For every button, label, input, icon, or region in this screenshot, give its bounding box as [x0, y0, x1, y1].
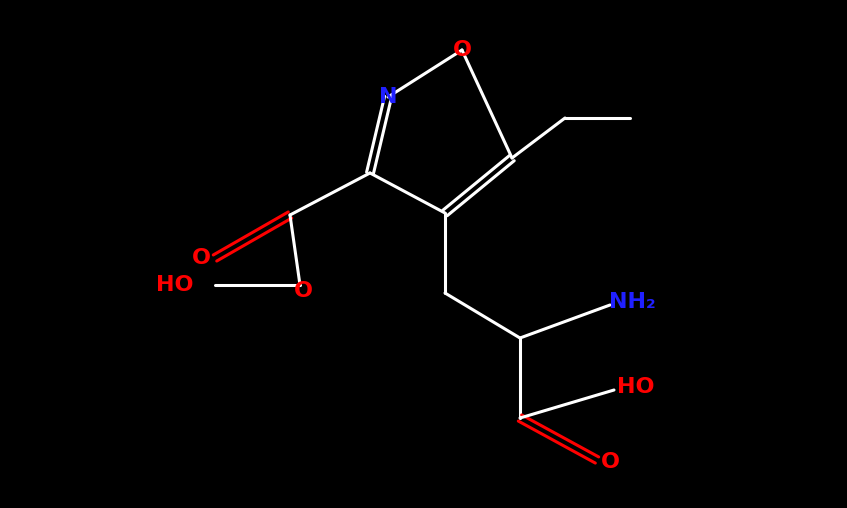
- Text: NH₂: NH₂: [609, 292, 656, 312]
- Text: HO: HO: [617, 377, 655, 397]
- Text: O: O: [191, 248, 211, 268]
- Text: O: O: [294, 281, 313, 301]
- Text: HO: HO: [156, 275, 193, 295]
- Text: O: O: [601, 452, 619, 472]
- Text: O: O: [452, 40, 472, 60]
- Text: N: N: [379, 87, 397, 107]
